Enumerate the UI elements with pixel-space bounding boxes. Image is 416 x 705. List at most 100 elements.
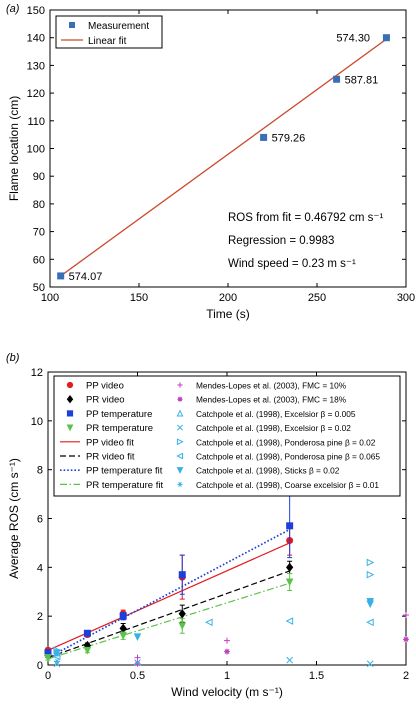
panel-b: 0 0.5 1 1.5 2 0 2 4 6 8 10 12 (b) Wind velocity (m s⁻… [6, 352, 409, 699]
a-y-axis-label: Flame location (cm) [7, 96, 21, 201]
a-y-tick-label: 140 [27, 33, 45, 45]
b-legend-marker-shape [176, 467, 184, 474]
b-data-point-shape [403, 611, 409, 618]
b-legend-marker [177, 382, 183, 388]
b-data-point [286, 522, 294, 530]
b-data-point [366, 618, 374, 627]
a-legend-fit-label: Linear fit [88, 36, 127, 47]
b-data-point [224, 648, 230, 655]
a-measurement-point [333, 75, 341, 83]
b-legend-label: Catchpole et al. (1998), Sticks β = 0.02 [196, 466, 340, 476]
b-data-point [178, 609, 186, 619]
a-y-tick-label: 110 [27, 116, 45, 128]
a-measurement-point [57, 272, 65, 280]
b-legend-marker-shape [176, 452, 184, 460]
b-y-tick-label: 12 [31, 367, 43, 379]
panel-a: 100 150 200 250 300 50 60 70 80 90 100 110 120 130 140… [6, 3, 415, 321]
a-legend-measurement-label: Measurement [88, 21, 149, 32]
a-x-axis-label: Time (s) [206, 307, 250, 321]
b-data-point-shape [178, 622, 187, 631]
b-legend-marker-shape [176, 409, 184, 417]
b-legend-label: PR temperature [86, 423, 153, 434]
b-legend-label: PR temperature fit [86, 480, 163, 491]
b-x-tick-label: 0 [45, 670, 51, 682]
b-data-point-shape [366, 660, 374, 668]
b-legend-label: Catchpole et al. (1998), Ponderosa pine … [196, 452, 380, 462]
b-x-axis-label: Wind velocity (m s⁻¹) [171, 685, 283, 699]
b-data-point-shape [119, 612, 127, 620]
b-legend-marker-shape [176, 438, 184, 446]
b-data-point-shape [53, 649, 61, 657]
b-legend-label: PP temperature [86, 409, 152, 420]
a-x-tick-label: 100 [41, 292, 59, 304]
b-data-point [83, 629, 91, 637]
b-x-tick-label: 2 [403, 670, 409, 682]
b-data-point-shape [83, 629, 91, 637]
b-data-point [119, 632, 127, 640]
a-y-tick-label: 90 [33, 171, 45, 183]
b-legend-marker [66, 410, 74, 417]
b-legend: PP video PR video PP temperature PR tempera… [53, 375, 401, 497]
b-data-point [134, 654, 141, 661]
b-legend-label: Mendes-Lopes et al. (2003), FMC = 10% [196, 381, 347, 391]
b-data-point-shape [133, 633, 142, 642]
b-legend-label: PR video [86, 395, 125, 406]
b-data-point-shape [286, 522, 294, 530]
b-data-point-shape [286, 656, 294, 664]
a-y-tick-label: 80 [33, 199, 45, 211]
b-data-point-shape [44, 654, 52, 662]
b-y-tick-label: 6 [37, 514, 43, 526]
b-legend-marker-shape [66, 381, 74, 389]
b-data-point [366, 660, 374, 668]
b-data-point-shape [204, 618, 213, 627]
b-data-point-shape [119, 632, 127, 640]
b-legend-marker-shape [66, 410, 74, 417]
a-legend-box [55, 15, 163, 49]
b-data-point-shape [178, 609, 186, 619]
b-legend-marker-core [178, 397, 182, 402]
b-x-tick-label: 1 [224, 670, 230, 682]
b-data-point [134, 659, 141, 666]
b-legend-marker [176, 409, 184, 417]
b-legend-label: Mendes-Lopes et al. (2003), FMC = 18% [196, 395, 347, 405]
b-legend-label: PP video [86, 381, 124, 392]
a-annotation: ROS from fit = 0.46792 cm s⁻¹ [228, 212, 383, 224]
b-y-tick-label: 4 [37, 562, 43, 574]
b-legend-marker-shape [177, 481, 183, 487]
b-y-tick-label: 0 [37, 660, 43, 672]
b-y-axis-label: Average ROS (cm s⁻¹) [7, 458, 21, 579]
b-legend-marker-shape [177, 382, 183, 388]
panel-a-label: (a) [6, 3, 20, 15]
a-measurement-point-shape [382, 34, 390, 42]
b-legend-label: PP temperature fit [86, 466, 163, 477]
b-data-point [366, 598, 375, 606]
b-legend-label: Catchpole et al. (1998), Coarse excelsio… [196, 480, 379, 490]
b-y-tick-label: 10 [31, 416, 43, 428]
a-measurement-point-shape [57, 272, 65, 280]
b-fit-line [47, 528, 291, 659]
a-x-tick-label: 250 [308, 292, 326, 304]
b-data-point [286, 562, 294, 572]
a-y-tick-label: 130 [27, 60, 45, 72]
b-data-point-shape [366, 618, 374, 627]
b-legend-marker [177, 424, 183, 431]
b-data-point [285, 617, 294, 625]
b-legend-marker [66, 394, 74, 404]
b-legend-marker [177, 481, 183, 487]
b-data-point [53, 658, 60, 665]
b-data-point-shape [178, 571, 186, 579]
a-legend-measurement-marker [69, 22, 75, 28]
a-measurement-point-shape [260, 133, 268, 141]
a-y-tick-label: 60 [33, 254, 45, 266]
a-point-label: 587.81 [345, 74, 379, 86]
b-data-point-shape [366, 558, 375, 567]
a-y-tick-label: 70 [33, 227, 45, 239]
b-legend-label: Catchpole et al. (1998), Ponderosa pine … [196, 437, 376, 447]
b-data-point [44, 654, 52, 662]
b-legend-marker [66, 381, 74, 389]
b-legend-marker-shape [66, 394, 74, 404]
b-data-point-core [404, 637, 408, 642]
b-data-point-shape [83, 646, 92, 655]
a-legend-measurement-marker-shape [69, 22, 75, 28]
